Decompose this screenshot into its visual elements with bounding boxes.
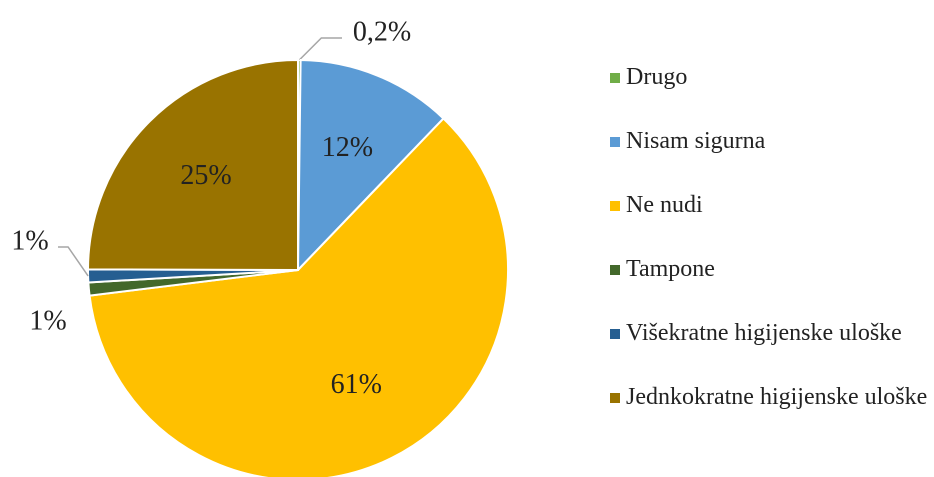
- data-label: 25%: [180, 160, 231, 191]
- legend-swatch: [610, 393, 620, 403]
- legend-label: Tampone: [626, 256, 715, 282]
- data-label: 1%: [29, 305, 66, 336]
- legend-label: Višekratne higijenske uloške: [626, 320, 902, 346]
- pie-slice: [86, 58, 299, 272]
- leader-line: [58, 246, 89, 277]
- legend-item: Drugo: [610, 62, 930, 126]
- legend: Drugo Nisam sigurna Ne nudi Tampone Višekrat…: [610, 62, 930, 446]
- legend-swatch: [610, 265, 620, 275]
- pie-slice: [88, 117, 509, 477]
- legend-item: Ne nudi: [610, 190, 930, 254]
- legend-item: Jednkokratne higijenske uloške: [610, 382, 930, 446]
- leader-line: [298, 37, 342, 61]
- legend-swatch: [610, 137, 620, 147]
- data-label: 12%: [322, 132, 373, 163]
- legend-item: Nisam sigurna: [610, 126, 930, 190]
- legend-item: Višekratne higijenske uloške: [610, 318, 930, 382]
- legend-swatch: [610, 73, 620, 83]
- legend-label: Nisam sigurna: [626, 128, 766, 154]
- legend-item: Tampone: [610, 254, 930, 318]
- legend-label: Drugo: [626, 64, 688, 90]
- legend-label: Jednkokratne higijenske uloške: [626, 384, 928, 410]
- data-label: 1%: [11, 225, 48, 256]
- data-label: 0,2%: [353, 16, 411, 47]
- data-label: 61%: [331, 369, 382, 400]
- legend-swatch: [610, 201, 620, 211]
- chart: 0,2% 12% 61% 1% 1% 25%: [11, 16, 509, 477]
- pie-slice: [296, 59, 445, 273]
- legend-swatch: [610, 329, 620, 339]
- legend-label: Ne nudi: [626, 192, 703, 218]
